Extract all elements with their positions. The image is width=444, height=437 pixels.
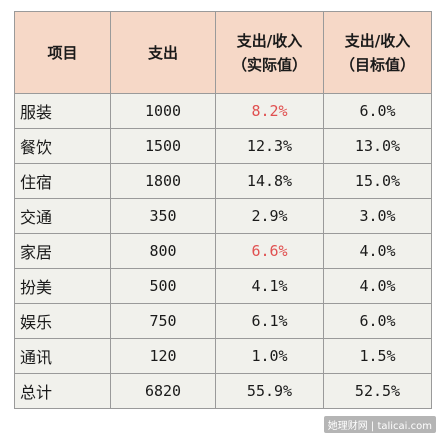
table-row: 家居 800 6.6% 4.0% bbox=[14, 233, 432, 269]
row-actual: 1.0% bbox=[215, 338, 324, 374]
header-target-line1: 支出/收入 bbox=[344, 31, 411, 50]
row-item: 餐饮 bbox=[14, 128, 111, 164]
table-row: 通讯 120 1.0% 1.5% bbox=[14, 338, 432, 374]
row-actual: 6.1% bbox=[215, 303, 324, 339]
table-row: 交通 350 2.9% 3.0% bbox=[14, 198, 432, 234]
row-spend: 120 bbox=[110, 338, 216, 374]
row-target: 13.0% bbox=[323, 128, 432, 164]
row-actual: 4.1% bbox=[215, 268, 324, 304]
row-target: 6.0% bbox=[323, 93, 432, 129]
row-spend: 6820 bbox=[110, 373, 216, 409]
row-spend: 1800 bbox=[110, 163, 216, 199]
row-target: 6.0% bbox=[323, 303, 432, 339]
table-row: 扮美 500 4.1% 4.0% bbox=[14, 268, 432, 304]
row-target: 52.5% bbox=[323, 373, 432, 409]
row-item: 扮美 bbox=[14, 268, 111, 304]
row-item: 通讯 bbox=[14, 338, 111, 374]
header-item: 项目 bbox=[14, 11, 111, 94]
row-spend: 1000 bbox=[110, 93, 216, 129]
row-spend: 1500 bbox=[110, 128, 216, 164]
table-row: 娱乐 750 6.1% 6.0% bbox=[14, 303, 432, 339]
row-item: 交通 bbox=[14, 198, 111, 234]
header-target-ratio: 支出/收入 （目标值） bbox=[323, 11, 432, 94]
row-item: 娱乐 bbox=[14, 303, 111, 339]
header-spend: 支出 bbox=[110, 11, 216, 94]
header-actual-ratio: 支出/收入 （实际值） bbox=[215, 11, 324, 94]
budget-table: 项目 支出 支出/收入 （实际值） 支出/收入 （目标值） 服装 1000 8.… bbox=[14, 11, 432, 409]
row-actual: 14.8% bbox=[215, 163, 324, 199]
watermark-logo: 她理财网 | talicai.com bbox=[323, 416, 436, 433]
header-target-line2: （目标值） bbox=[339, 55, 415, 74]
row-actual: 6.6% bbox=[215, 233, 324, 269]
row-spend: 800 bbox=[110, 233, 216, 269]
row-item: 服装 bbox=[14, 93, 111, 129]
table-row: 餐饮 1500 12.3% 13.0% bbox=[14, 128, 432, 164]
row-actual: 12.3% bbox=[215, 128, 324, 164]
row-actual: 55.9% bbox=[215, 373, 324, 409]
row-target: 1.5% bbox=[323, 338, 432, 374]
row-spend: 350 bbox=[110, 198, 216, 234]
row-target: 4.0% bbox=[323, 268, 432, 304]
total-row: 总计 6820 55.9% 52.5% bbox=[14, 373, 432, 409]
row-spend: 750 bbox=[110, 303, 216, 339]
row-actual: 8.2% bbox=[215, 93, 324, 129]
row-actual: 2.9% bbox=[215, 198, 324, 234]
row-spend: 500 bbox=[110, 268, 216, 304]
table-row: 住宿 1800 14.8% 15.0% bbox=[14, 163, 432, 199]
row-target: 3.0% bbox=[323, 198, 432, 234]
row-item: 总计 bbox=[14, 373, 111, 409]
table-row: 服装 1000 8.2% 6.0% bbox=[14, 93, 432, 129]
header-actual-line1: 支出/收入 bbox=[236, 31, 303, 50]
row-item: 住宿 bbox=[14, 163, 111, 199]
row-item: 家居 bbox=[14, 233, 111, 269]
header-row: 项目 支出 支出/收入 （实际值） 支出/收入 （目标值） bbox=[14, 11, 432, 94]
row-target: 15.0% bbox=[323, 163, 432, 199]
header-actual-line2: （实际值） bbox=[231, 55, 307, 74]
row-target: 4.0% bbox=[323, 233, 432, 269]
